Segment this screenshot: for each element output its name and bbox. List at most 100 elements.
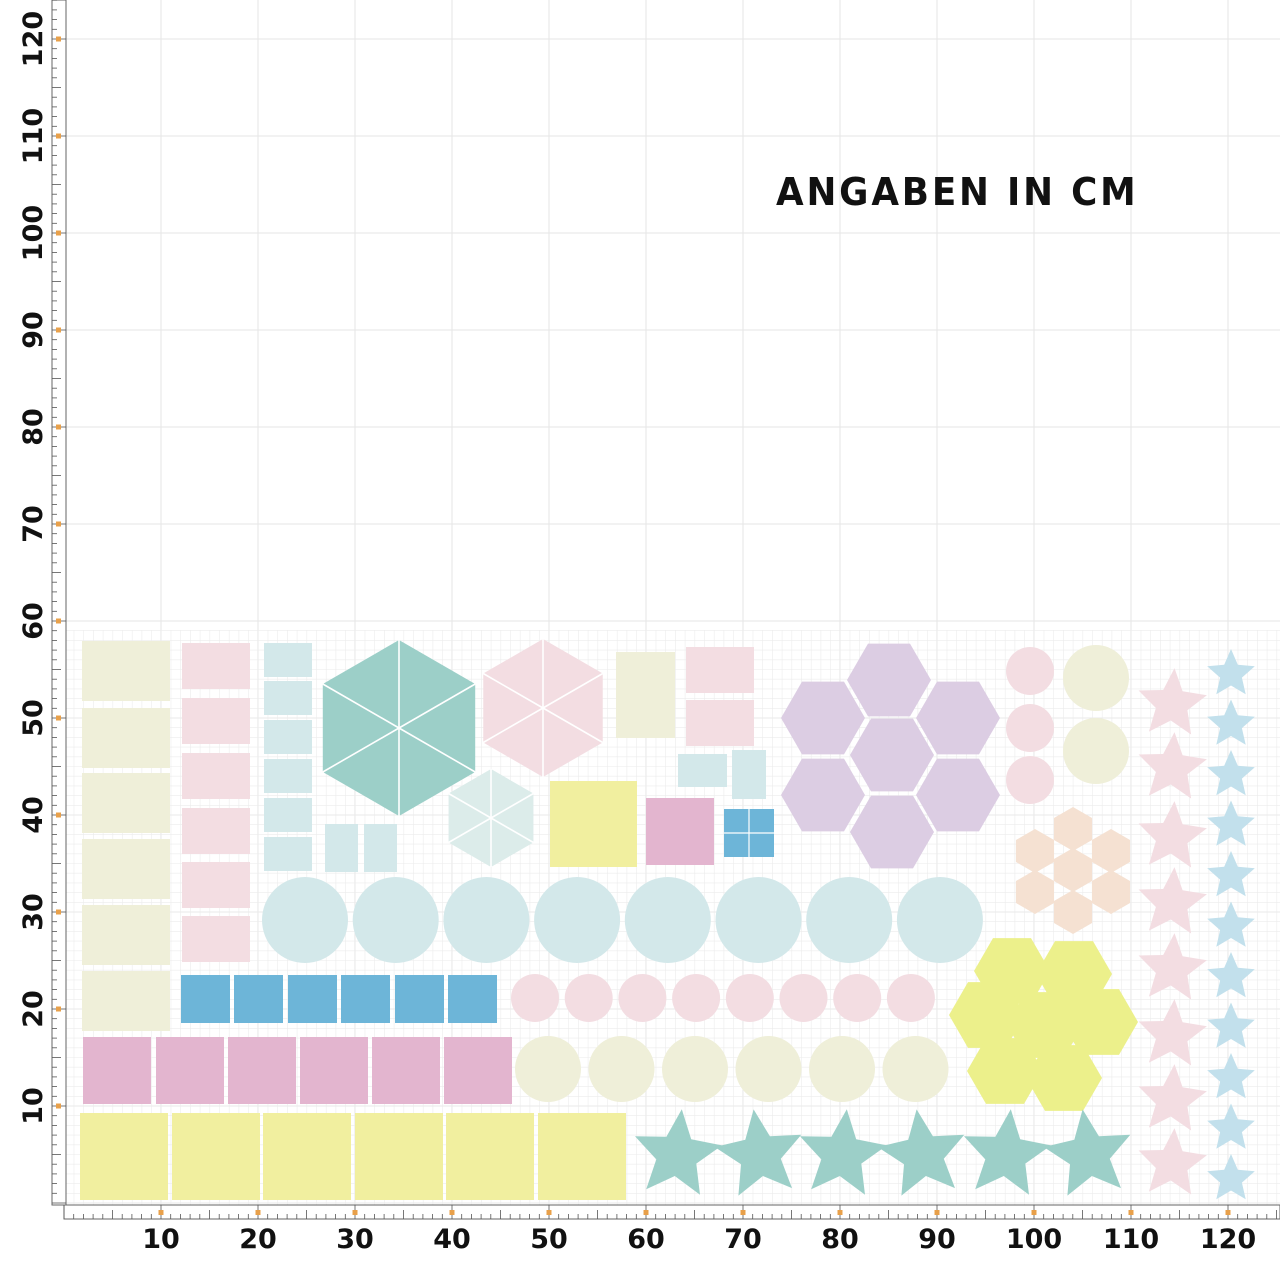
magenta-rectangle (83, 1037, 151, 1104)
peach-hexagon (1053, 807, 1093, 851)
peach-hexagon (1015, 870, 1055, 914)
yellow-square (80, 1113, 168, 1200)
pink-circle (725, 974, 774, 1022)
blue-star (1207, 1053, 1255, 1099)
blue-rectangle (288, 975, 337, 1023)
cream-rectangle (82, 708, 170, 768)
magenta-rectangle (300, 1037, 368, 1104)
ruler-mark (643, 1210, 649, 1215)
pink-star (1138, 801, 1207, 868)
ruler-mark (1225, 1210, 1231, 1215)
pink-circle (833, 974, 882, 1022)
pink-rectangle (686, 700, 754, 746)
aqua-circle (352, 877, 439, 963)
cream-rectangle (616, 652, 675, 738)
teal-star (964, 1109, 1051, 1195)
cream-circle (1063, 645, 1129, 711)
horizontal-ruler (63, 1204, 1280, 1220)
pink-star (1138, 933, 1207, 1000)
y-axis-label: 50 (18, 699, 49, 737)
measuring-rulers (51, 0, 1280, 1220)
blue-rectangle (341, 975, 390, 1023)
ruler-mark (1031, 1210, 1037, 1215)
pink-circle (886, 974, 935, 1022)
x-axis-label: 80 (821, 1224, 859, 1255)
hexagon-segment-line (490, 792, 534, 819)
aqua-circle (443, 877, 530, 963)
ruler-mark (56, 812, 61, 818)
pink-rectangle (182, 862, 250, 908)
teal-star (800, 1109, 887, 1195)
cream-rectangle (82, 905, 170, 965)
ruler-mark (352, 1210, 358, 1215)
ruler-mark (56, 424, 61, 430)
y-axis-label: 90 (18, 311, 49, 349)
y-axis-label: 120 (18, 10, 49, 68)
pink-circle (618, 974, 667, 1022)
magenta-rectangle (156, 1037, 224, 1104)
cream-rectangle (82, 641, 170, 701)
hexagon-segment-line (322, 683, 400, 729)
blue-star (1207, 1154, 1255, 1200)
y-axis-label: 80 (18, 408, 49, 446)
teal-star (877, 1109, 965, 1196)
magenta-rectangle (372, 1037, 440, 1104)
blue-star (1207, 1103, 1255, 1149)
hexagon-segment-line (448, 817, 492, 844)
cream-circle (809, 1036, 875, 1102)
aqua-rectangle (732, 750, 766, 799)
pink-rectangle (182, 753, 250, 799)
ruler-mark (255, 1210, 261, 1215)
cream-rectangle (82, 773, 170, 833)
aqua-rectangle (678, 754, 727, 787)
ruler-mark (56, 1103, 61, 1109)
pink-circle (779, 974, 828, 1022)
hexagon-segment-line (398, 683, 476, 729)
aqua-circle (262, 877, 348, 963)
x-axis-label: 60 (627, 1224, 665, 1255)
peach-hexagon (1053, 848, 1093, 892)
lime-hexagon (1007, 992, 1083, 1058)
ruler-mark (158, 1210, 164, 1215)
pink-circle (1006, 647, 1054, 695)
units-title: ANGABEN IN CM (776, 170, 1139, 214)
ruler-mark (449, 1210, 455, 1215)
cream-circle (588, 1036, 655, 1102)
peach-hexagon (1091, 870, 1131, 914)
y-axis-label: 110 (18, 107, 49, 165)
ruler-mark (546, 1210, 552, 1215)
x-axis-label: 90 (918, 1224, 956, 1255)
x-axis-label: 10 (142, 1224, 180, 1255)
ruler-mark (56, 230, 61, 236)
pink-rectangle (182, 643, 250, 689)
pink-star (1138, 1064, 1207, 1131)
x-axis-label: 40 (433, 1224, 471, 1255)
pink-rectangle (182, 916, 250, 962)
ruler-mark (56, 1006, 61, 1012)
lime-hexagon (949, 982, 1025, 1048)
blue-star (1207, 750, 1255, 796)
blue-star (1207, 649, 1255, 695)
blue-star (1207, 699, 1255, 745)
lilac-hexagon (781, 758, 865, 832)
peach-hexagon (1053, 890, 1093, 934)
y-axis-label: 10 (18, 1087, 49, 1125)
blue-rectangle (181, 975, 230, 1023)
hexagon-segment-line (448, 792, 492, 819)
cream-circle (1063, 718, 1129, 784)
hexagon-segment-line (482, 672, 544, 709)
blue-star (1207, 800, 1255, 846)
x-axis-label: 70 (724, 1224, 762, 1255)
y-axis-label: 100 (18, 204, 49, 262)
yellow-square (172, 1113, 260, 1200)
x-axis-label: 120 (1199, 1224, 1257, 1255)
sticker-shapes (80, 639, 1255, 1200)
y-axis-label: 60 (18, 602, 49, 640)
pink-star (1138, 668, 1207, 735)
ruler-mark (1128, 1210, 1134, 1215)
aqua-circle (896, 877, 983, 963)
pink-star (1138, 1128, 1207, 1195)
teal-star (635, 1109, 722, 1195)
y-axis-label: 70 (18, 505, 49, 543)
